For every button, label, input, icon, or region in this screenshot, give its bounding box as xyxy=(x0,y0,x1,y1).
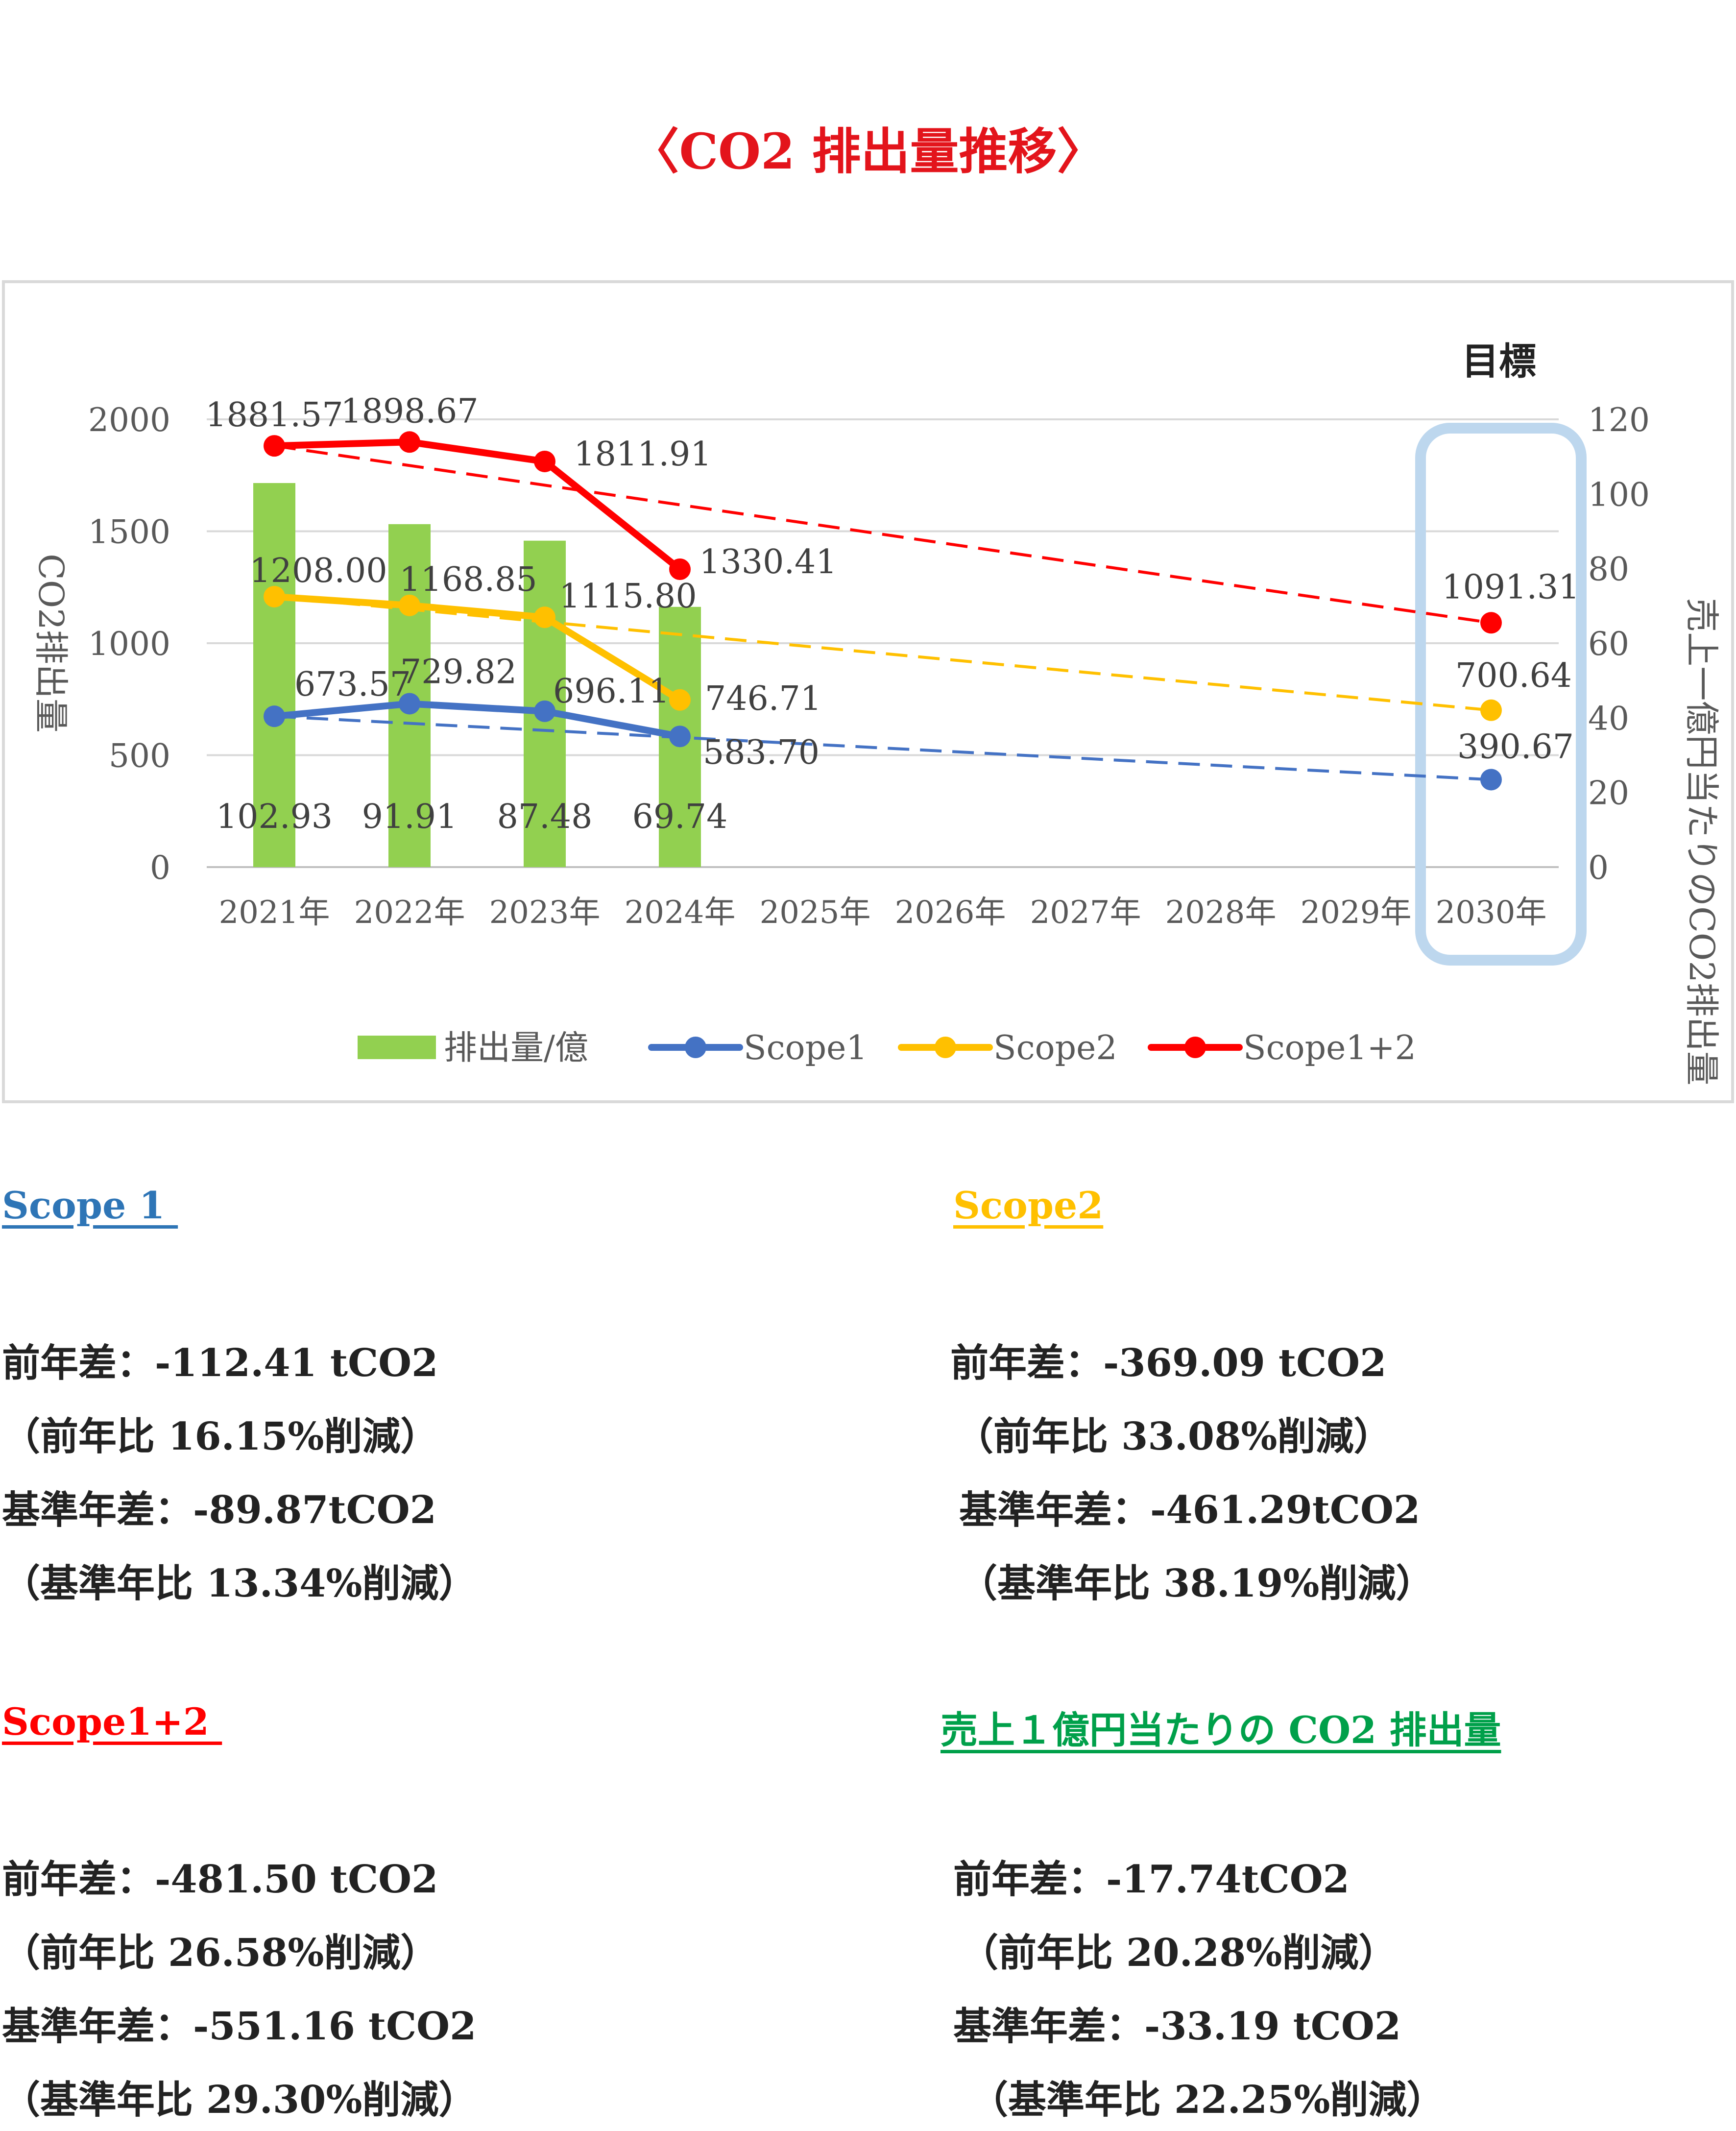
data-point xyxy=(534,700,555,722)
x-tick-label: 2021年 xyxy=(219,895,330,931)
target-label: 目標 xyxy=(1462,339,1536,383)
left-tick-label: 2000 xyxy=(88,401,170,439)
series-value-label: 1898.67 xyxy=(340,392,478,431)
x-tick-label: 2023年 xyxy=(489,895,601,931)
legend-label: Scope2 xyxy=(993,1029,1117,1067)
legend-swatch-bar xyxy=(358,1036,436,1059)
legend-label: Scope1+2 xyxy=(1243,1029,1416,1067)
perunit-line-4: （基準年比 22.25%削減） xyxy=(970,2078,1445,2122)
series-value-label: 746.71 xyxy=(705,679,821,718)
legend-swatch-marker xyxy=(685,1037,706,1058)
perunit-line-3: 基準年差：-33.19 tCO2 xyxy=(953,2004,1401,2049)
legend-swatch-marker xyxy=(1184,1037,1206,1058)
series-value-label: 1091.31 xyxy=(1442,568,1579,606)
bar-value-label: 102.93 xyxy=(216,798,333,836)
chart-frame: 0 500 1000 1500 2000 0 20 40 60 80 100 120 2021年 2022… xyxy=(2,280,1734,1103)
trend-line-Scope2 xyxy=(274,595,1492,712)
scope12-line-4: （基準年比 29.30%削減） xyxy=(2,2078,477,2122)
scope1-line-4: （基準年比 13.34%削減） xyxy=(2,1561,477,1606)
x-tick-label: 2028年 xyxy=(1165,895,1277,931)
series-value-label: 729.82 xyxy=(400,653,517,691)
data-point xyxy=(669,726,691,748)
right-tick-label: 40 xyxy=(1588,700,1629,737)
perunit-line-2: （前年比 20.28%削減） xyxy=(960,1931,1397,1975)
data-point xyxy=(264,705,285,727)
series-value-label: 1208.00 xyxy=(249,552,387,590)
data-point xyxy=(534,606,555,629)
trend-line-Scope1+2 xyxy=(274,444,1492,625)
x-tick-label: 2029年 xyxy=(1301,895,1412,931)
data-point xyxy=(399,594,420,616)
x-tick-label: 2022年 xyxy=(354,895,465,931)
data-point xyxy=(1480,769,1502,791)
data-point xyxy=(264,435,285,457)
series-value-label: 1330.41 xyxy=(699,543,837,581)
bar-value-label: 87.48 xyxy=(497,798,593,836)
scope12-title: Scope1+2 xyxy=(2,1700,222,1744)
right-tick-label: 80 xyxy=(1588,551,1629,588)
scope12-line-1: 前年差：-481.50 tCO2 xyxy=(2,1857,438,1902)
co2-chart: 0 500 1000 1500 2000 0 20 40 60 80 100 120 2021年 2022… xyxy=(31,339,1722,1086)
scope2-title: Scope2 xyxy=(953,1184,1104,1227)
data-point xyxy=(669,558,691,581)
legend-swatch-marker xyxy=(935,1037,956,1058)
left-axis-title: CO2排出量 xyxy=(31,554,71,732)
left-tick-label: 1000 xyxy=(88,625,170,663)
right-tick-label: 120 xyxy=(1588,401,1650,439)
right-tick-label: 100 xyxy=(1588,476,1650,513)
scope2-line-2: （前年比 33.08%削減） xyxy=(955,1414,1392,1459)
data-point xyxy=(1480,612,1502,634)
perunit-title: 売上１億円当たりの CO2 排出量 xyxy=(940,1708,1501,1752)
legend-label: Scope1 xyxy=(744,1029,868,1067)
scope2-line-4: （基準年比 38.19%削減） xyxy=(959,1561,1434,1606)
left-tick-label: 1500 xyxy=(88,513,170,551)
bar xyxy=(253,483,295,867)
right-tick-label: 0 xyxy=(1588,849,1609,887)
scope1-line-3: 基準年差：-89.87tCO2 xyxy=(2,1488,436,1532)
data-point xyxy=(399,693,420,715)
x-tick-label: 2027年 xyxy=(1030,895,1141,931)
series-line-Scope1 xyxy=(271,700,683,740)
x-tick-label: 2025年 xyxy=(760,895,871,931)
trend-line-Scope1 xyxy=(274,715,1492,781)
scope12-line-2: （前年比 26.58%削減） xyxy=(2,1931,439,1975)
data-point xyxy=(1480,699,1502,721)
series-value-label: 673.57 xyxy=(294,665,411,704)
scope12-line-3: 基準年差：-551.16 tCO2 xyxy=(2,2004,477,2049)
series-line-Scope2 xyxy=(271,593,683,703)
series-value-label: 700.64 xyxy=(1455,656,1572,695)
legend-label: 排出量/億 xyxy=(444,1029,588,1067)
right-axis-title: 売上一億円当たりのCO2排出量 xyxy=(1682,598,1722,1085)
scope1-line-2: （前年比 16.15%削減） xyxy=(2,1414,439,1459)
page-title: 〈CO2 排出量推移〉 xyxy=(630,122,1106,180)
right-tick-label: 20 xyxy=(1588,775,1629,812)
data-point xyxy=(534,450,555,472)
right-tick-label: 60 xyxy=(1588,625,1629,663)
bar-value-label: 91.91 xyxy=(362,798,458,836)
scope1-line-1: 前年差：-112.41 tCO2 xyxy=(2,1341,438,1385)
scope1-title: Scope 1 xyxy=(2,1184,178,1227)
x-tick-label: 2024年 xyxy=(625,895,736,931)
scope2-line-1: 前年差：-369.09 tCO2 xyxy=(950,1341,1387,1385)
data-point xyxy=(399,431,420,453)
series-value-label: 1881.57 xyxy=(205,396,343,435)
x-tick-label: 2030年 xyxy=(1436,895,1547,931)
data-point xyxy=(669,689,691,711)
target-highlight-box xyxy=(1415,423,1587,966)
left-tick-label: 0 xyxy=(150,849,170,887)
data-point xyxy=(264,585,285,607)
series-value-label: 390.67 xyxy=(1457,727,1574,766)
scope2-line-3: 基準年差：-461.29tCO2 xyxy=(959,1488,1421,1532)
series-value-label: 583.70 xyxy=(703,733,820,772)
left-tick-label: 500 xyxy=(109,737,170,775)
series-value-label: 696.11 xyxy=(553,672,670,711)
x-tick-label: 2026年 xyxy=(895,895,1006,931)
series-line-Scope1+2 xyxy=(271,438,683,573)
perunit-line-1: 前年差：-17.74tCO2 xyxy=(953,1857,1350,1902)
bar-value-label: 69.74 xyxy=(632,798,728,836)
series-value-label: 1115.80 xyxy=(559,577,697,616)
series-value-label: 1811.91 xyxy=(574,435,711,474)
series-value-label: 1168.85 xyxy=(399,560,537,599)
